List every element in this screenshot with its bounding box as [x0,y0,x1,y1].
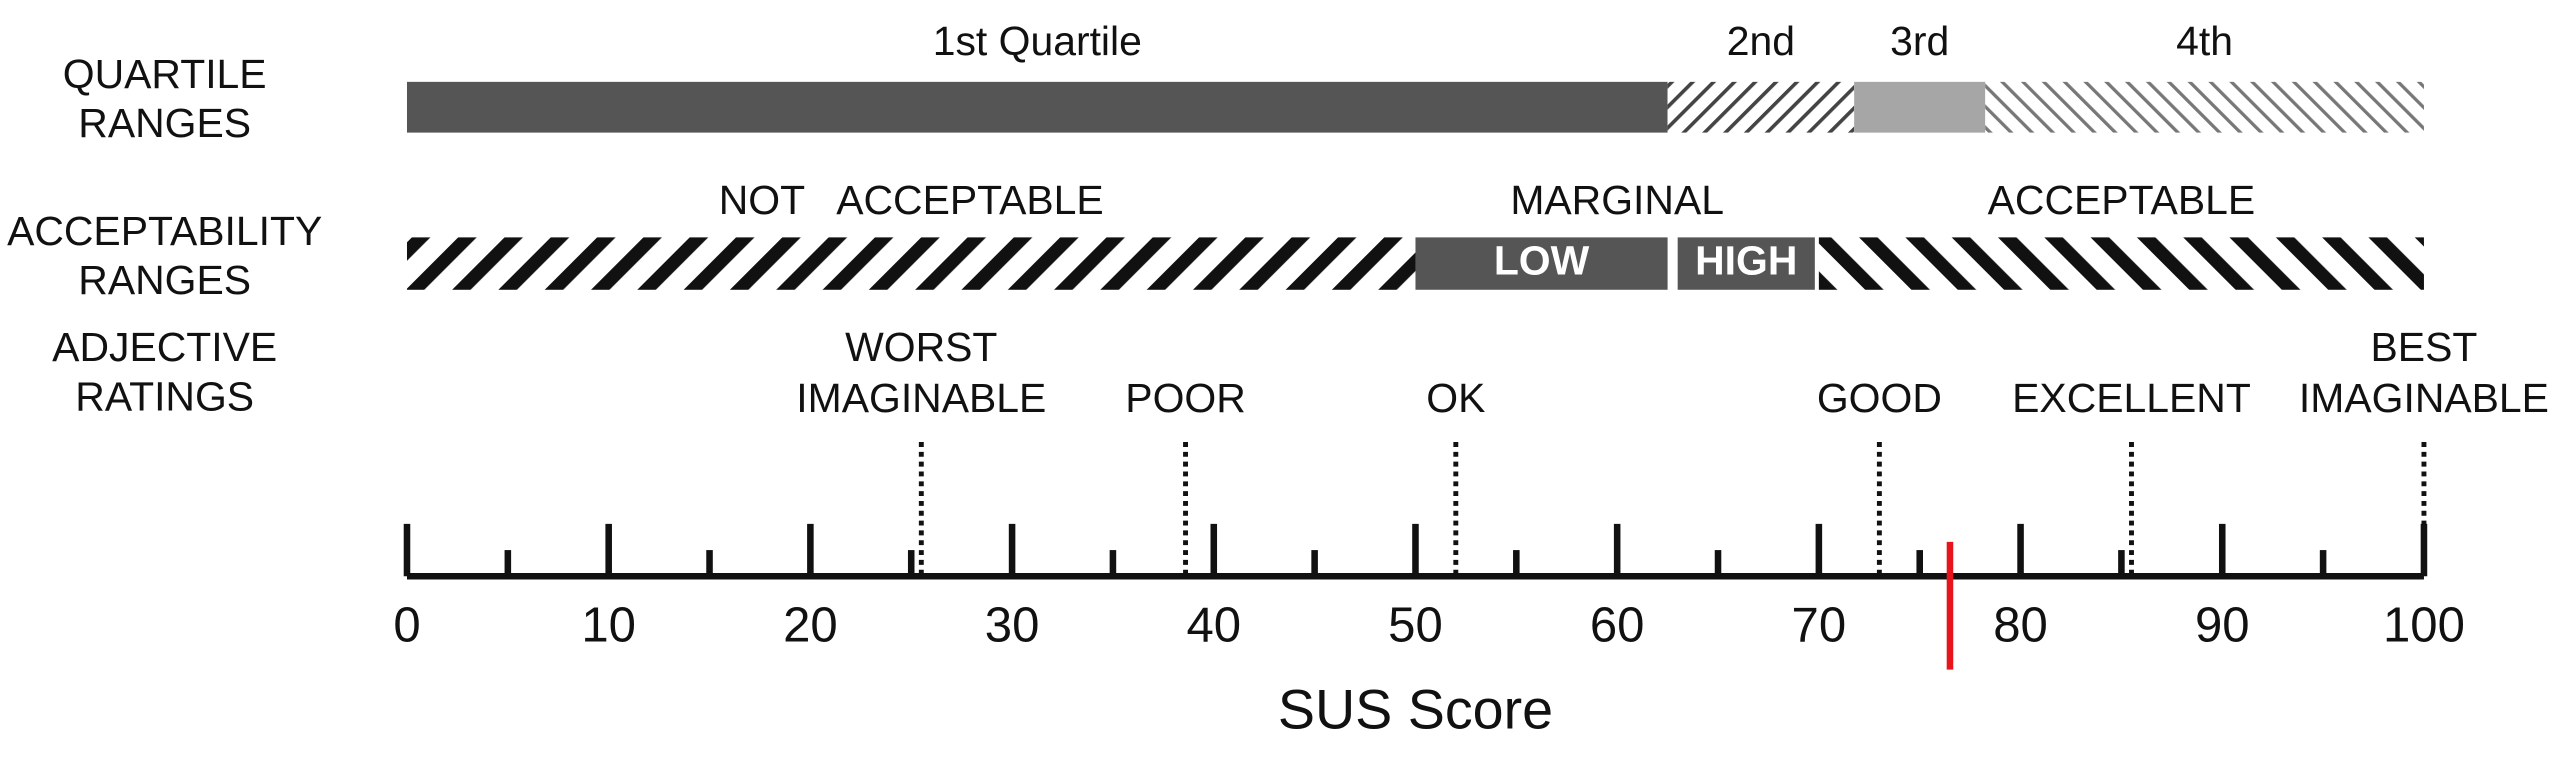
rating-label: IMAGINABLE [2299,375,2549,421]
marginal-part [1677,237,1815,290]
tick-label: 50 [1388,599,1443,653]
tick-label: 20 [783,599,838,653]
tick-label: 70 [1792,599,1847,653]
tick-label: 60 [1590,599,1645,653]
rating-label: BEST [2371,324,2478,370]
marginal-part-label: LOW [1494,237,1590,283]
marginal-part [1415,237,1668,290]
tick-label: 80 [1993,599,2048,653]
tick-label: 90 [2195,599,2250,653]
acceptability-label: ACCEPTABLE [1988,177,2255,223]
rating-label: WORST [845,324,997,370]
acceptability-segment [406,237,1416,290]
tick-label: 100 [2383,599,2465,653]
acceptability-label: NOT ACCEPTABLE [719,177,1104,223]
row-label: ACCEPTABILITY [7,208,322,254]
quartile-segment [1854,81,1986,133]
quartile-label: 3rd [1890,18,1949,64]
quartile-label: 1st Quartile [933,18,1142,64]
quartile-label: 4th [2176,18,2233,64]
tick-label: 40 [1186,599,1241,653]
rating-label: OK [1426,375,1485,421]
tick-label: 0 [393,599,420,653]
tick-label: 30 [985,599,1040,653]
quartile-label: 2nd [1727,18,1795,64]
tick-label: 10 [581,599,636,653]
row-label: RATINGS [75,373,254,419]
marginal-part-label: HIGH [1695,237,1797,283]
row-label: QUARTILE [63,51,267,97]
quartile-segment [406,81,1668,133]
rating-label: GOOD [1817,375,1942,421]
row-label: RANGES [78,100,251,146]
row-label: ADJECTIVE [52,324,277,370]
axis-title: SUS Score [1278,679,1553,741]
quartile-segment [1985,81,2424,133]
rating-label: POOR [1125,375,1245,421]
rating-label: IMAGINABLE [796,375,1046,421]
row-label: RANGES [78,257,251,303]
rating-label: EXCELLENT [2012,375,2251,421]
quartile-segment [1667,81,1855,133]
acceptability-segment [1818,237,2424,290]
acceptability-label: MARGINAL [1510,177,1724,223]
